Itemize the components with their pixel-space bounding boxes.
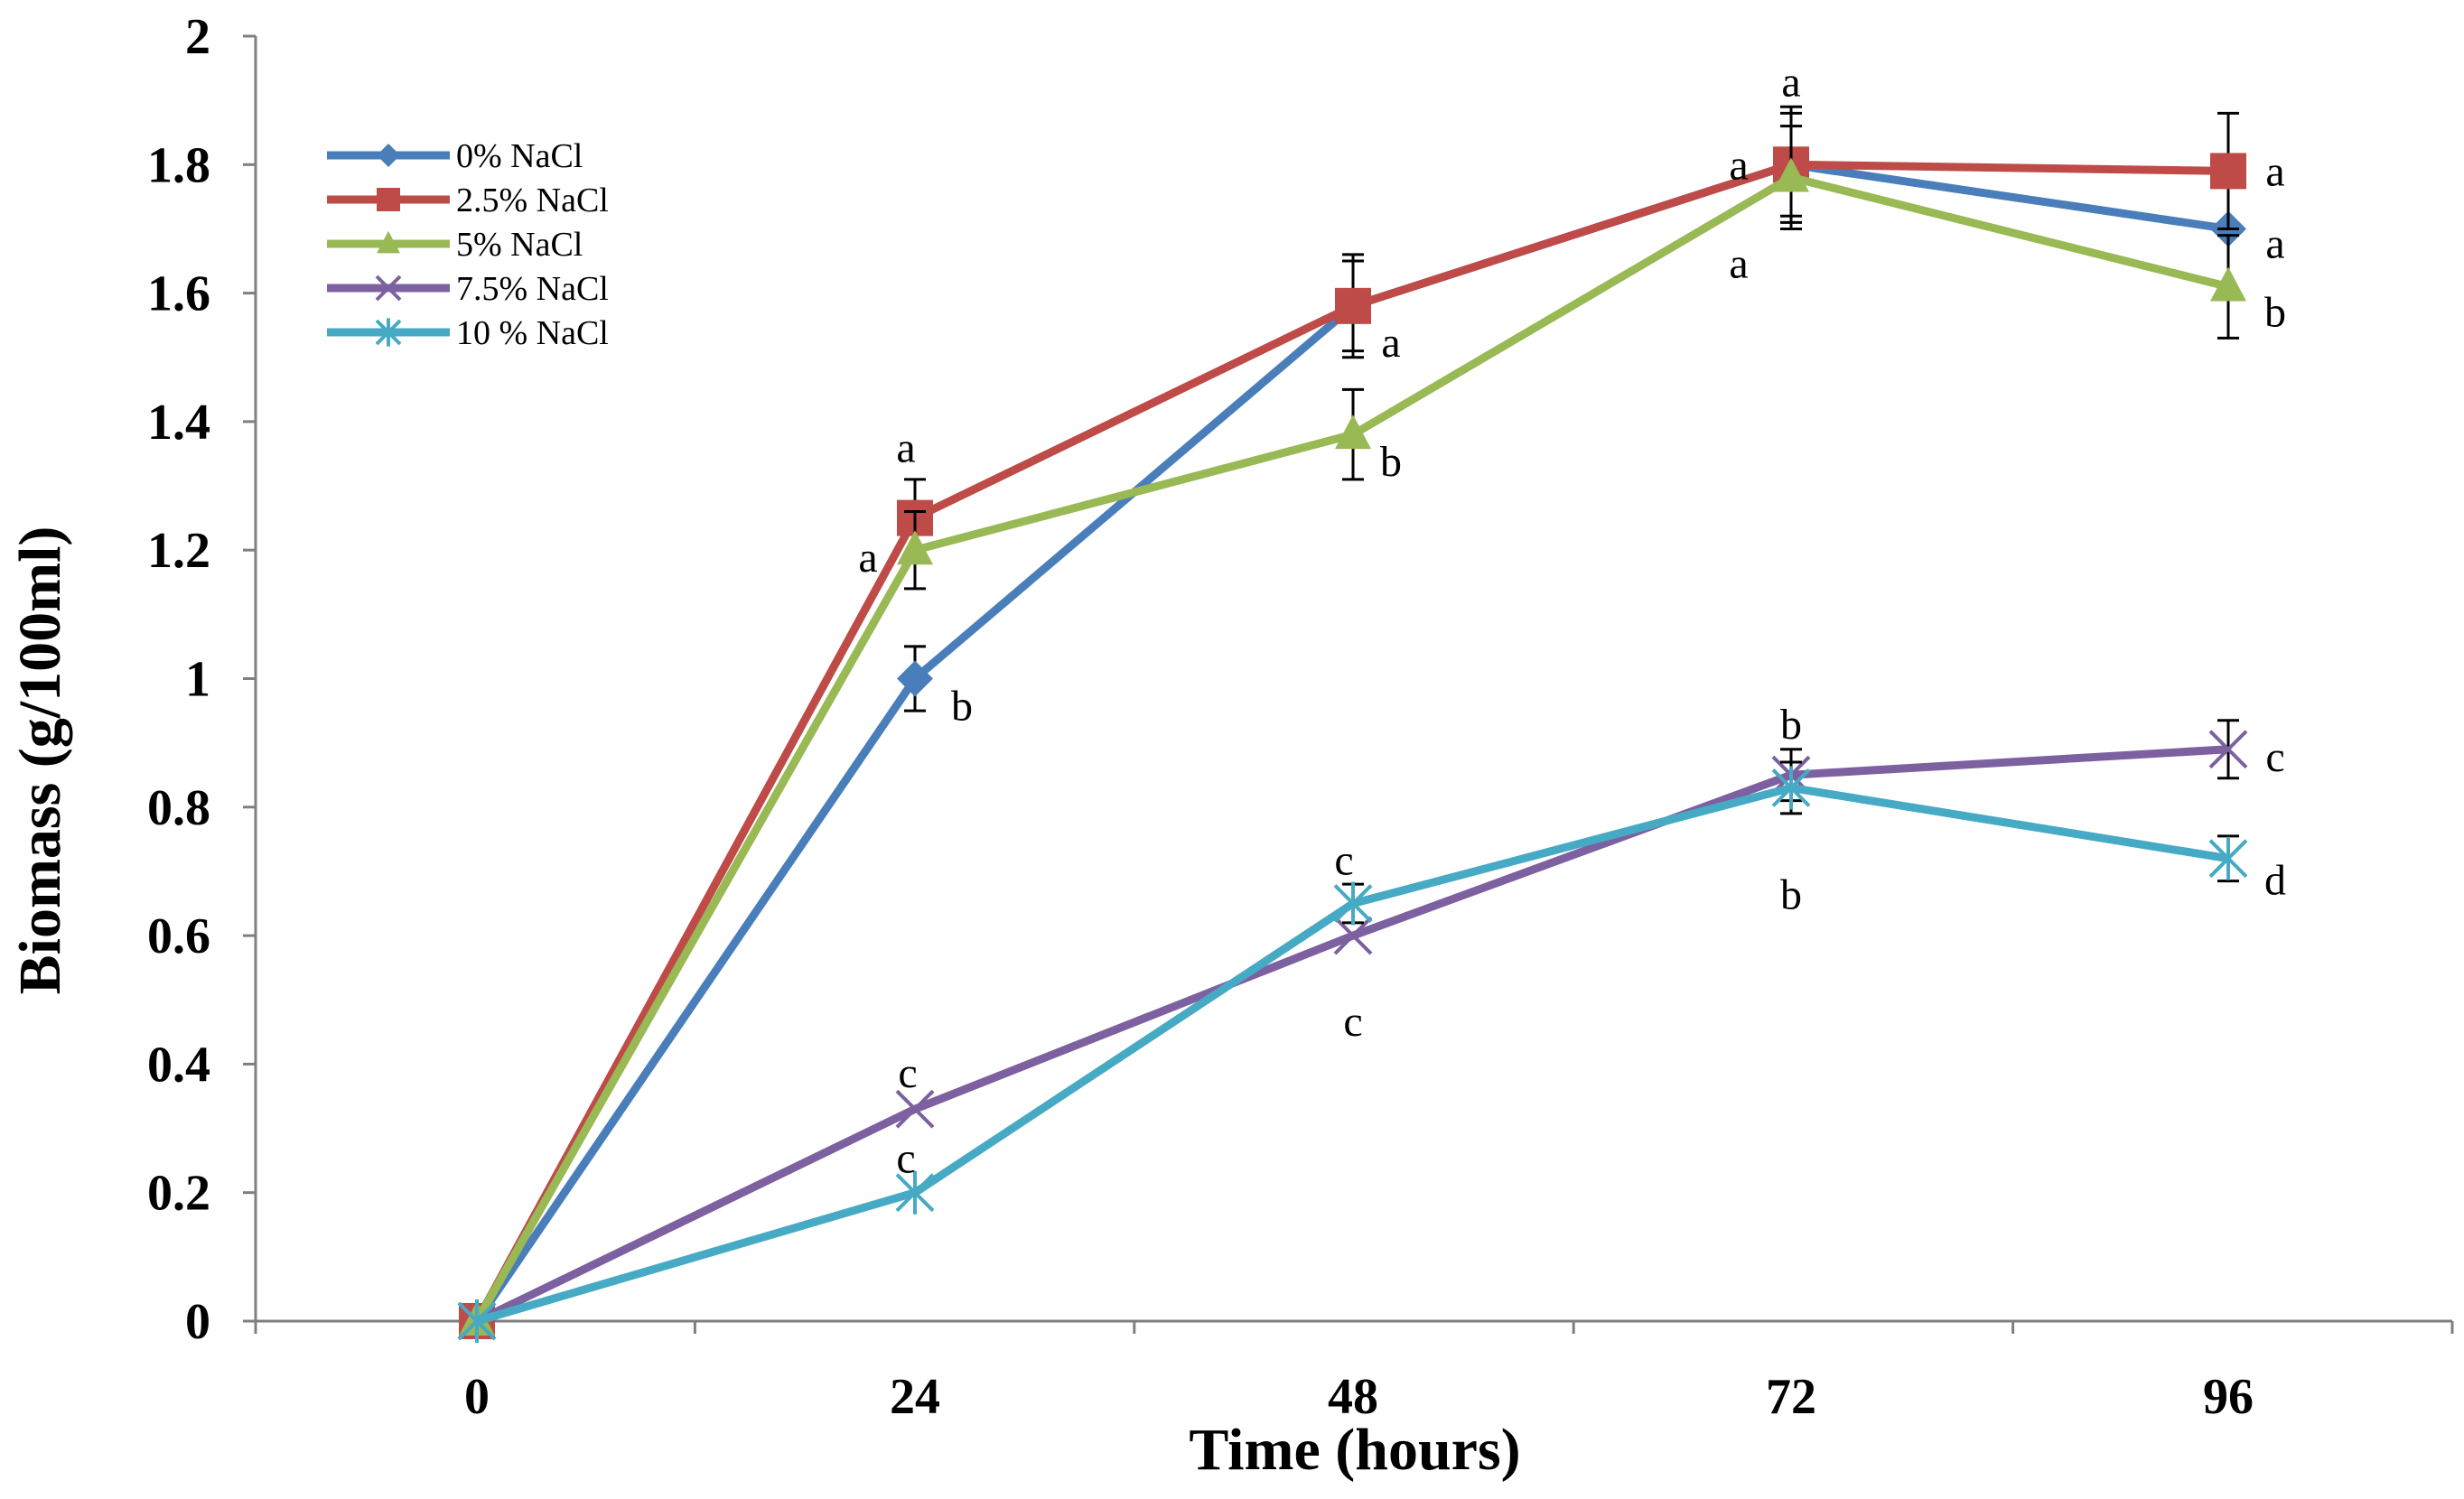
y-tick-label: 0.4 bbox=[147, 1037, 210, 1093]
legend-label: 0% NaCl bbox=[456, 137, 583, 175]
legend: 0% NaCl 2.5% NaCl 5% NaCl 7.5% NaCl 10 % NaC… bbox=[327, 137, 609, 352]
x-tick-label: 96 bbox=[2203, 1369, 2254, 1425]
data-point bbox=[895, 1089, 935, 1129]
data-point bbox=[1771, 766, 1811, 810]
y-tick-label: 0 bbox=[185, 1294, 210, 1350]
significance-letter: a bbox=[1781, 58, 1800, 106]
significance-letter: c bbox=[898, 1049, 917, 1097]
significance-letter: b bbox=[1780, 701, 1802, 749]
significance-letter: c bbox=[1334, 837, 1353, 885]
series-1 bbox=[459, 105, 2246, 1339]
legend-item: 7.5% NaCl bbox=[327, 270, 609, 308]
legend-label: 2.5% NaCl bbox=[456, 182, 609, 219]
y-tick-label: 0.2 bbox=[147, 1166, 210, 1222]
legend-item: 5% NaCl bbox=[327, 226, 583, 264]
significance-letter: b bbox=[951, 683, 973, 731]
significance-letter: a bbox=[1729, 141, 1748, 189]
data-point bbox=[1773, 157, 1809, 192]
significance-letter: a bbox=[1729, 240, 1748, 288]
data-point bbox=[2210, 266, 2246, 302]
x-tick-label: 24 bbox=[890, 1369, 940, 1425]
significance-letter: b bbox=[2264, 288, 2286, 336]
data-point bbox=[1335, 414, 1371, 450]
legend-marker bbox=[377, 188, 400, 211]
legend-item: 0% NaCl bbox=[327, 137, 583, 175]
y-tick-label: 1.4 bbox=[147, 395, 210, 451]
x-ticks: 0 24 48 72 96 bbox=[254, 1321, 2454, 1425]
x-tick-label: 0 bbox=[464, 1369, 490, 1425]
data-point bbox=[1335, 287, 1371, 324]
legend-item: 2.5% NaCl bbox=[327, 182, 609, 219]
significance-letter: c bbox=[896, 1135, 915, 1183]
significance-letter: a bbox=[896, 424, 915, 472]
legend-label: 10 % NaCl bbox=[456, 314, 609, 352]
x-axis-title: Time (hours) bbox=[1189, 1417, 1520, 1483]
y-axis-title: Biomass (g/100ml) bbox=[7, 526, 73, 995]
significance-letter: c bbox=[1343, 998, 1362, 1046]
data-point bbox=[2210, 153, 2246, 190]
legend-marker bbox=[375, 275, 402, 302]
legend-label: 5% NaCl bbox=[456, 226, 583, 264]
data-point bbox=[2208, 730, 2248, 769]
legend-label: 7.5% NaCl bbox=[456, 270, 609, 308]
y-tick-label: 1.2 bbox=[147, 523, 210, 579]
significance-letter: d bbox=[2264, 857, 2286, 905]
y-tick-label: 0.8 bbox=[147, 780, 210, 836]
x-tick-label: 48 bbox=[1328, 1369, 1378, 1425]
y-tick-label: 2 bbox=[185, 9, 210, 65]
series-4 bbox=[457, 760, 2248, 1343]
series-layer bbox=[457, 105, 2248, 1343]
y-tick-label: 0.6 bbox=[147, 908, 210, 964]
y-tick-label: 1 bbox=[185, 652, 210, 708]
x-tick-label: 72 bbox=[1766, 1369, 1816, 1425]
legend-marker bbox=[377, 144, 400, 167]
data-point bbox=[895, 1170, 935, 1215]
data-point bbox=[2208, 836, 2248, 880]
data-point bbox=[1333, 881, 1373, 926]
data-point bbox=[1333, 916, 1373, 955]
legend-marker bbox=[377, 230, 400, 254]
data-point bbox=[457, 1299, 497, 1343]
series-2 bbox=[459, 125, 2246, 1336]
y-tick-label: 1.8 bbox=[147, 137, 210, 193]
y-tick-label: 1.6 bbox=[147, 266, 210, 322]
significance-letter: a bbox=[858, 534, 877, 582]
legend-item: 10 % NaCl bbox=[327, 314, 609, 352]
significance-letter: a bbox=[2265, 219, 2284, 267]
significance-letter: c bbox=[2265, 733, 2284, 781]
data-point bbox=[897, 660, 933, 697]
significance-letter: b bbox=[1780, 871, 1802, 918]
legend-marker bbox=[375, 318, 402, 347]
data-point bbox=[897, 530, 933, 565]
significance-letter: b bbox=[1380, 438, 1402, 486]
significance-letter: a bbox=[2265, 147, 2284, 195]
y-ticks: 0 0.2 0.4 0.6 0.8 1 1.2 1.4 1.6 1.8 2 bbox=[147, 9, 256, 1350]
significance-letter: a bbox=[1381, 319, 1400, 367]
